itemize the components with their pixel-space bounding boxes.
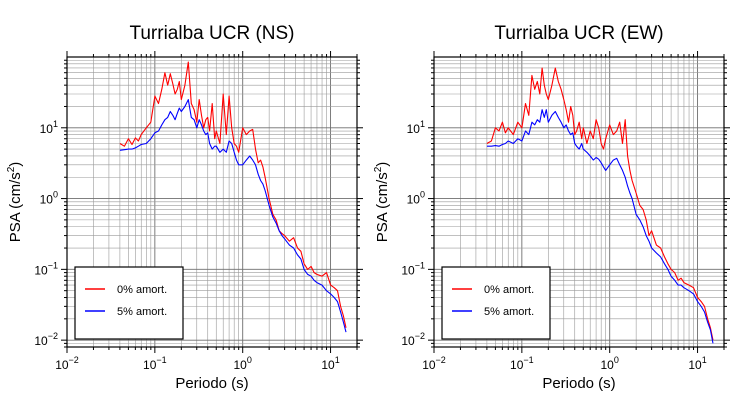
- x-tick-label-base: 10: [510, 358, 524, 372]
- y-axis-label: PSA (cm/s2): [6, 162, 24, 243]
- x-tick-label-base: 10: [55, 358, 69, 372]
- y-axis-label-end: ): [7, 162, 24, 167]
- x-tick-label: 10−1: [510, 355, 534, 372]
- x-tick-label: 100: [234, 355, 252, 372]
- legend-box: [74, 266, 184, 340]
- x-tick-label-exp: −2: [69, 355, 79, 365]
- x-tick-label: 10−1: [143, 355, 167, 372]
- x-tick-label-base: 10: [601, 358, 615, 372]
- x-tick-label: 10−2: [55, 355, 79, 372]
- chart-title: Turrialba UCR (NS): [129, 23, 294, 44]
- chart-panel-ew: Turrialba UCR (EW) 10−2 10−1 100 10110−210−…: [373, 23, 730, 392]
- x-tick-label-base: 10: [234, 358, 248, 372]
- y-tick-label: 100: [407, 190, 425, 207]
- series-lines: [119, 61, 347, 333]
- y-axis-label-main: PSA (cm/s: [374, 172, 391, 242]
- y-tick-label: 10−2: [401, 331, 425, 348]
- y-tick-label-base: 10: [34, 334, 48, 348]
- y-tick-label-base: 10: [40, 122, 54, 136]
- x-tick-label-exp: −1: [523, 355, 533, 365]
- legend-label-1: 5% amort.: [117, 306, 167, 318]
- y-tick-label-base: 10: [401, 334, 415, 348]
- x-tick-label-exp: −2: [436, 355, 446, 365]
- legend: 0% amort. 5% amort.: [441, 266, 551, 340]
- y-tick-label: 10−1: [401, 260, 425, 277]
- y-axis-label-main: PSA (cm/s: [7, 172, 24, 242]
- chart-panel-ns: Turrialba UCR (NS) 10−2 10−1 100 10110−210−…: [6, 23, 363, 392]
- legend: 0% amort. 5% amort.: [74, 266, 184, 340]
- legend-label-1: 5% amort.: [484, 306, 534, 318]
- x-tick-label-exp: 0: [614, 355, 619, 365]
- legend-label-0: 0% amort.: [117, 284, 167, 296]
- x-axis-label: Periodo (s): [175, 375, 248, 392]
- grid-lines: [433, 57, 725, 348]
- x-tick-label-base: 10: [688, 358, 702, 372]
- y-tick-label: 101: [407, 119, 425, 136]
- series-line-0: [486, 67, 714, 341]
- y-tick-label: 10−1: [34, 260, 58, 277]
- series-line-1: [119, 99, 347, 333]
- y-tick-label-exp: 1: [53, 119, 58, 129]
- chart-title: Turrialba UCR (EW): [494, 23, 663, 44]
- y-tick-label: 10−2: [34, 331, 58, 348]
- y-tick-label-exp: 0: [420, 190, 425, 200]
- y-tick-label-exp: −2: [415, 331, 425, 341]
- y-axis-label: PSA (cm/s2): [373, 162, 391, 243]
- legend-label-0: 0% amort.: [484, 284, 534, 296]
- x-tick-label-base: 10: [143, 358, 157, 372]
- x-tick-label: 101: [321, 355, 339, 372]
- series-lines: [486, 67, 714, 344]
- y-tick-label-base: 10: [407, 122, 421, 136]
- y-tick-label-base: 10: [407, 193, 421, 207]
- y-tick-label: 101: [40, 119, 58, 136]
- y-tick-label-exp: 0: [53, 190, 58, 200]
- x-tick-label-exp: 1: [702, 355, 707, 365]
- y-tick-label-base: 10: [401, 263, 415, 277]
- x-tick-label-exp: −1: [156, 355, 166, 365]
- y-tick-label-exp: −1: [415, 260, 425, 270]
- y-tick-label-base: 10: [34, 263, 48, 277]
- y-tick-label-exp: −1: [48, 260, 58, 270]
- x-tick-label-exp: 1: [335, 355, 340, 365]
- x-tick-label: 100: [601, 355, 619, 372]
- series-line-1: [486, 109, 714, 344]
- y-tick-label-exp: 1: [420, 119, 425, 129]
- y-axis-label-end: ): [374, 162, 391, 167]
- y-tick-label-exp: −2: [48, 331, 58, 341]
- x-axis-label: Periodo (s): [542, 375, 615, 392]
- series-line-0: [119, 61, 347, 328]
- x-tick-label-base: 10: [321, 358, 335, 372]
- y-axis-label-sup: 2: [6, 166, 17, 172]
- x-tick-label-exp: 0: [247, 355, 252, 365]
- x-tick-label-base: 10: [422, 358, 436, 372]
- y-axis-label-sup: 2: [373, 166, 384, 172]
- y-tick-label-base: 10: [40, 193, 54, 207]
- x-tick-label: 10−2: [422, 355, 446, 372]
- y-tick-label: 100: [40, 190, 58, 207]
- x-tick-label: 101: [688, 355, 706, 372]
- legend-box: [441, 266, 551, 340]
